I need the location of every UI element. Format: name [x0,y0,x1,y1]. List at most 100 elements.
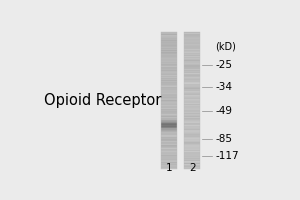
Bar [184,118,200,119]
Bar [184,82,200,83]
Bar [161,147,177,148]
Bar [161,98,177,99]
Bar [184,93,200,94]
Bar [184,86,200,87]
Text: -49: -49 [215,106,232,116]
Bar [184,62,200,63]
Bar [184,156,200,157]
Bar [161,106,177,107]
Bar [161,32,177,169]
Bar [184,136,200,137]
Bar [161,163,177,164]
Bar [161,121,177,122]
Bar [184,137,200,138]
Bar [161,150,177,151]
Bar [184,42,200,43]
Bar [161,167,177,168]
Bar [184,148,200,149]
Bar [161,98,177,99]
Bar [184,138,200,139]
Bar [184,89,200,90]
Bar [184,60,200,61]
Bar [184,64,200,65]
Bar [184,129,200,130]
Bar [184,41,200,42]
Bar [184,46,200,47]
Bar [161,55,177,56]
Bar [184,48,200,49]
Bar [161,104,177,105]
Bar [161,151,177,152]
Bar [184,84,200,85]
Bar [161,76,177,77]
Bar [161,113,177,114]
Bar [184,72,200,73]
Bar [184,77,200,78]
Bar [184,59,200,60]
Bar [161,46,177,47]
Bar [184,122,200,123]
Bar [184,104,200,105]
Bar [184,73,200,74]
Bar [184,90,200,91]
Bar [184,96,200,97]
Bar [161,48,177,49]
Bar [184,55,200,56]
Bar [184,94,200,95]
Bar [161,103,177,104]
Bar [161,127,177,128]
Text: 1: 1 [166,163,172,173]
Bar [184,168,200,169]
Bar [184,161,200,162]
Text: Opioid Receptor: Opioid Receptor [44,94,161,108]
Bar [184,108,200,109]
Bar [184,57,200,58]
Bar [161,124,177,125]
Bar [184,83,200,84]
Bar [184,104,200,105]
Bar [184,101,200,102]
Bar [161,110,177,111]
Bar [184,145,200,146]
Bar [161,91,177,92]
Bar [184,162,200,163]
Bar [161,64,177,65]
Bar [184,116,200,117]
Bar [161,145,177,146]
Bar [161,162,177,163]
Bar [161,152,177,153]
Bar [161,51,177,52]
Bar [161,112,177,113]
Bar [161,32,177,33]
Bar [161,143,177,144]
Bar [184,39,200,40]
Bar [161,43,177,44]
Bar [161,99,177,100]
Bar [184,139,200,140]
Bar [161,84,177,85]
Bar [161,80,177,81]
Bar [161,72,177,73]
Bar [161,157,177,158]
Bar [184,87,200,88]
Bar [161,40,177,41]
Bar [161,37,177,38]
Bar [184,56,200,57]
Bar [161,54,177,55]
Bar [184,159,200,160]
Bar [161,92,177,93]
Bar [184,126,200,127]
Bar [184,132,200,133]
Bar [161,38,177,39]
Bar [184,51,200,52]
Bar [161,82,177,83]
Bar [161,158,177,159]
Bar [161,74,177,75]
Bar [161,73,177,74]
Bar [184,58,200,59]
Bar [184,98,200,99]
Bar [161,111,177,112]
Bar [161,139,177,140]
Bar [161,168,177,169]
Bar [184,151,200,152]
